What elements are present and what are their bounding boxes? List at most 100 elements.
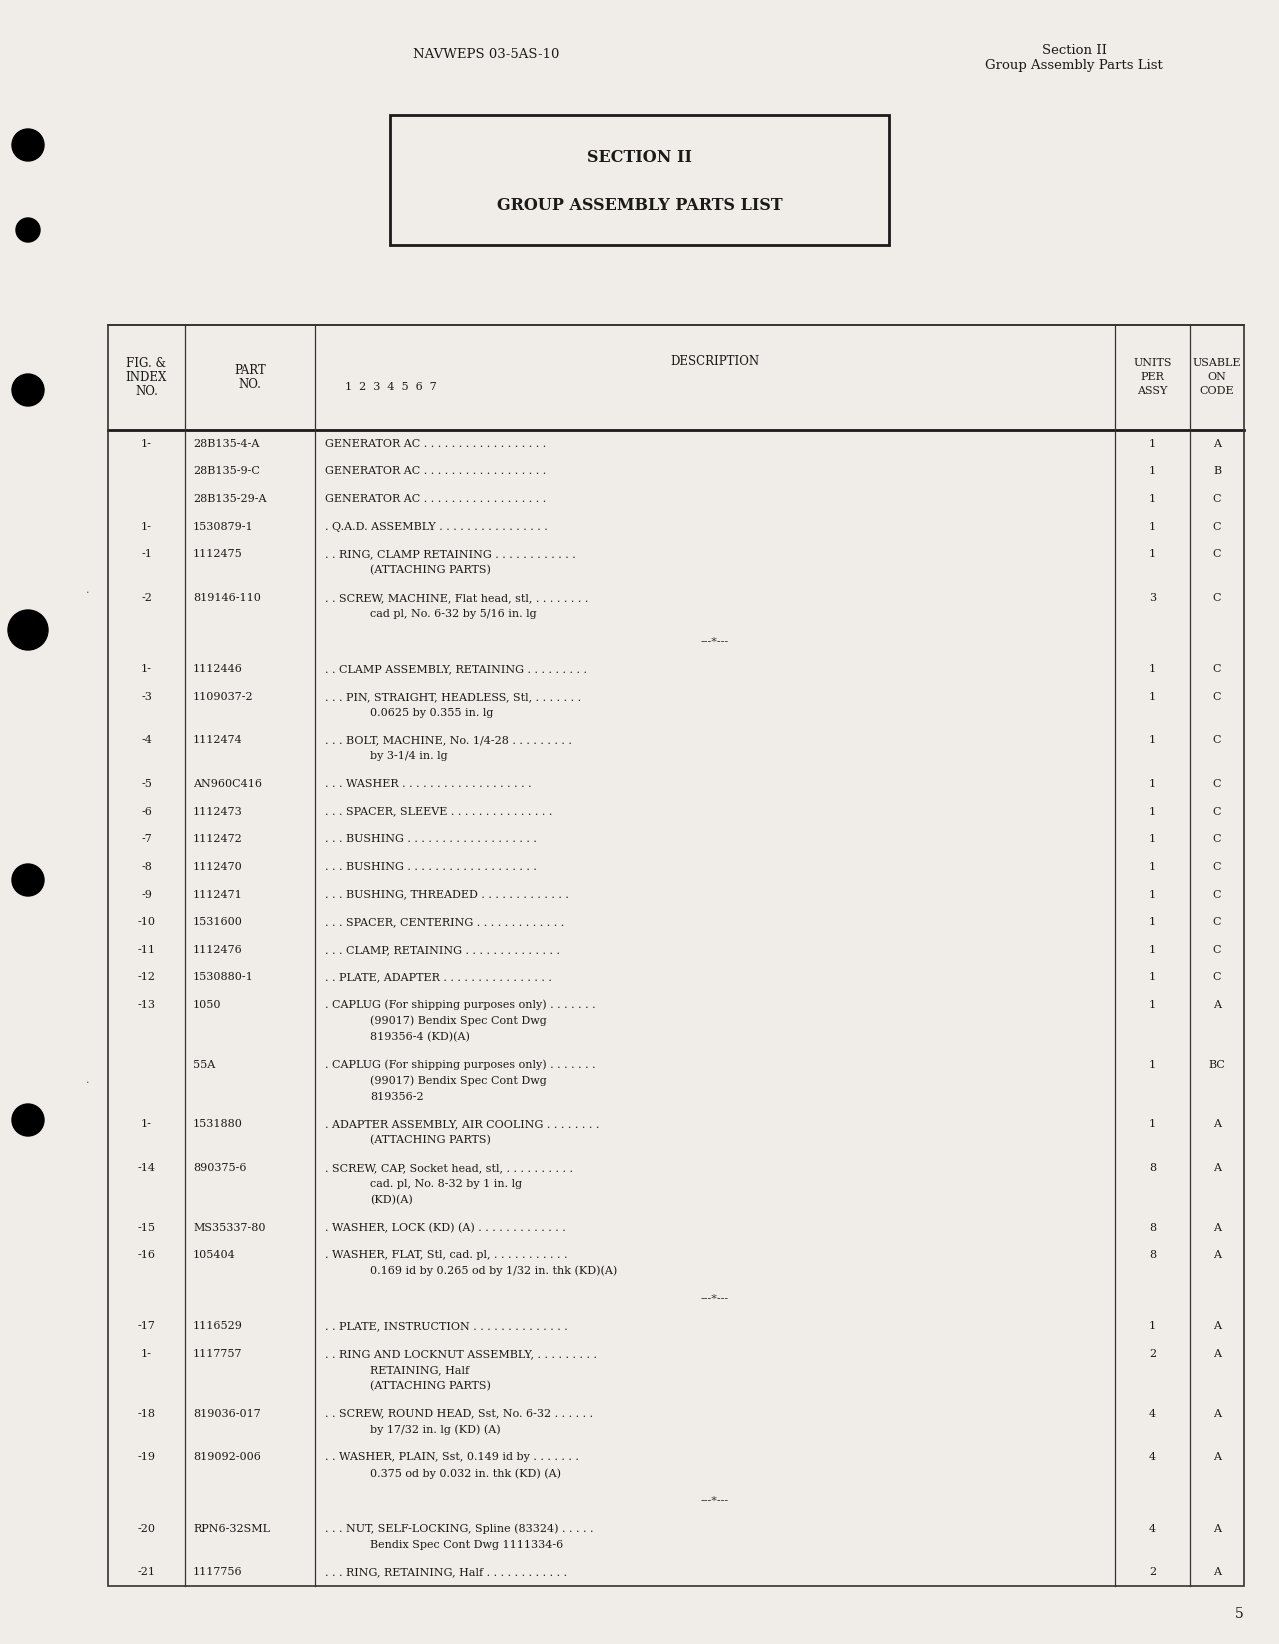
Text: (ATTACHING PARTS): (ATTACHING PARTS) — [370, 566, 491, 575]
Text: -15: -15 — [138, 1223, 156, 1233]
Text: . . . CLAMP, RETAINING . . . . . . . . . . . . . .: . . . CLAMP, RETAINING . . . . . . . . .… — [325, 945, 560, 955]
Text: ASSY: ASSY — [1137, 386, 1168, 396]
Text: GENERATOR AC . . . . . . . . . . . . . . . . . .: GENERATOR AC . . . . . . . . . . . . . .… — [325, 495, 546, 505]
Bar — [390, 115, 889, 245]
Text: . WASHER, FLAT, Stl, cad. pl, . . . . . . . . . . .: . WASHER, FLAT, Stl, cad. pl, . . . . . … — [325, 1249, 568, 1261]
Text: 1116529: 1116529 — [193, 1322, 243, 1332]
Text: 1: 1 — [1149, 889, 1156, 899]
Text: . . RING, CLAMP RETAINING . . . . . . . . . . . .: . . RING, CLAMP RETAINING . . . . . . . … — [325, 549, 576, 559]
Text: C: C — [1212, 735, 1221, 745]
Text: FIG. &: FIG. & — [127, 357, 166, 370]
Text: -5: -5 — [141, 779, 152, 789]
Text: 1: 1 — [1149, 945, 1156, 955]
Text: DESCRIPTION: DESCRIPTION — [670, 355, 760, 368]
Text: C: C — [1212, 521, 1221, 531]
Circle shape — [12, 865, 43, 896]
Text: -2: -2 — [141, 593, 152, 603]
Text: . . CLAMP ASSEMBLY, RETAINING . . . . . . . . .: . . CLAMP ASSEMBLY, RETAINING . . . . . … — [325, 664, 587, 674]
Text: A: A — [1212, 1567, 1221, 1577]
Text: . . PLATE, INSTRUCTION . . . . . . . . . . . . . .: . . PLATE, INSTRUCTION . . . . . . . . .… — [325, 1322, 568, 1332]
Text: 1  2  3  4  5  6  7: 1 2 3 4 5 6 7 — [345, 383, 436, 393]
Text: 28B135-4-A: 28B135-4-A — [193, 439, 260, 449]
Text: Group Assembly Parts List: Group Assembly Parts List — [986, 59, 1163, 71]
Text: 1: 1 — [1149, 917, 1156, 927]
Text: INDEX: INDEX — [125, 372, 168, 385]
Text: A: A — [1212, 1409, 1221, 1419]
Text: 1-: 1- — [141, 521, 152, 531]
Text: Bendix Spec Cont Dwg 1111334-6: Bendix Spec Cont Dwg 1111334-6 — [370, 1539, 563, 1550]
Circle shape — [12, 1105, 43, 1136]
Text: . . . RING, RETAINING, Half . . . . . . . . . . . .: . . . RING, RETAINING, Half . . . . . . … — [325, 1567, 567, 1577]
Circle shape — [12, 373, 43, 406]
Text: -13: -13 — [138, 1000, 156, 1009]
Text: RPN6-32SML: RPN6-32SML — [193, 1524, 270, 1534]
Text: (99017) Bendix Spec Cont Dwg: (99017) Bendix Spec Cont Dwg — [370, 1016, 546, 1026]
Text: 0.0625 by 0.355 in. lg: 0.0625 by 0.355 in. lg — [370, 709, 494, 718]
Text: -11: -11 — [138, 945, 156, 955]
Text: -20: -20 — [138, 1524, 156, 1534]
Text: . CAPLUG (For shipping purposes only) . . . . . . .: . CAPLUG (For shipping purposes only) . … — [325, 1059, 596, 1070]
Text: 3: 3 — [1149, 593, 1156, 603]
Text: . . RING AND LOCKNUT ASSEMBLY, . . . . . . . . .: . . RING AND LOCKNUT ASSEMBLY, . . . . .… — [325, 1350, 597, 1360]
Text: A: A — [1212, 439, 1221, 449]
Circle shape — [17, 219, 40, 242]
Text: 1: 1 — [1149, 1000, 1156, 1009]
Text: A: A — [1212, 1249, 1221, 1261]
Text: 1: 1 — [1149, 664, 1156, 674]
Text: ---*---: ---*--- — [701, 1496, 729, 1506]
Text: C: C — [1212, 779, 1221, 789]
Text: A: A — [1212, 1000, 1221, 1009]
Text: 819092-006: 819092-006 — [193, 1452, 261, 1462]
Text: 1112473: 1112473 — [193, 807, 243, 817]
Text: . . . BUSHING, THREADED . . . . . . . . . . . . .: . . . BUSHING, THREADED . . . . . . . . … — [325, 889, 569, 899]
Text: 8: 8 — [1149, 1249, 1156, 1261]
Text: . SCREW, CAP, Socket head, stl, . . . . . . . . . .: . SCREW, CAP, Socket head, stl, . . . . … — [325, 1162, 573, 1172]
Text: 2: 2 — [1149, 1350, 1156, 1360]
Text: . . . PIN, STRAIGHT, HEADLESS, Stl, . . . . . . .: . . . PIN, STRAIGHT, HEADLESS, Stl, . . … — [325, 692, 581, 702]
Text: by 3-1/4 in. lg: by 3-1/4 in. lg — [370, 751, 448, 761]
Text: SECTION II: SECTION II — [587, 150, 692, 166]
Text: NO.: NO. — [239, 378, 261, 391]
Text: 5: 5 — [1236, 1606, 1244, 1621]
Text: . . . NUT, SELF-LOCKING, Spline (83324) . . . . .: . . . NUT, SELF-LOCKING, Spline (83324) … — [325, 1524, 593, 1534]
Text: . Q.A.D. ASSEMBLY . . . . . . . . . . . . . . . .: . Q.A.D. ASSEMBLY . . . . . . . . . . . … — [325, 521, 547, 531]
Text: C: C — [1212, 861, 1221, 871]
Text: -4: -4 — [141, 735, 152, 745]
Text: 55A: 55A — [193, 1060, 215, 1070]
Text: 1112476: 1112476 — [193, 945, 243, 955]
Text: 1: 1 — [1149, 521, 1156, 531]
Text: cad pl, No. 6-32 by 5/16 in. lg: cad pl, No. 6-32 by 5/16 in. lg — [370, 608, 537, 618]
Text: 1112474: 1112474 — [193, 735, 243, 745]
Text: (ATTACHING PARTS): (ATTACHING PARTS) — [370, 1381, 491, 1391]
Text: NO.: NO. — [136, 385, 157, 398]
Text: A: A — [1212, 1452, 1221, 1462]
Text: -10: -10 — [138, 917, 156, 927]
Text: C: C — [1212, 917, 1221, 927]
Text: C: C — [1212, 807, 1221, 817]
Text: 0.169 id by 0.265 od by 1/32 in. thk (KD)(A): 0.169 id by 0.265 od by 1/32 in. thk (KD… — [370, 1266, 618, 1276]
Text: 819146-110: 819146-110 — [193, 593, 261, 603]
Text: 819356-4 (KD)(A): 819356-4 (KD)(A) — [370, 1032, 469, 1042]
Text: 819036-017: 819036-017 — [193, 1409, 261, 1419]
Text: 1: 1 — [1149, 467, 1156, 477]
Text: 1112475: 1112475 — [193, 549, 243, 559]
Text: . . PLATE, ADAPTER . . . . . . . . . . . . . . . .: . . PLATE, ADAPTER . . . . . . . . . . .… — [325, 973, 551, 983]
Text: 1112471: 1112471 — [193, 889, 243, 899]
Text: RETAINING, Half: RETAINING, Half — [370, 1365, 469, 1374]
Text: 1109037-2: 1109037-2 — [193, 692, 253, 702]
Text: 105404: 105404 — [193, 1249, 235, 1261]
Text: -14: -14 — [138, 1162, 156, 1172]
Text: A: A — [1212, 1322, 1221, 1332]
Text: C: C — [1212, 889, 1221, 899]
Text: 1: 1 — [1149, 1322, 1156, 1332]
Text: 1117756: 1117756 — [193, 1567, 243, 1577]
Text: 1: 1 — [1149, 549, 1156, 559]
Text: (KD)(A): (KD)(A) — [370, 1195, 413, 1205]
Text: -21: -21 — [138, 1567, 156, 1577]
Text: -9: -9 — [141, 889, 152, 899]
Text: by 17/32 in. lg (KD) (A): by 17/32 in. lg (KD) (A) — [370, 1424, 500, 1435]
Text: 1531880: 1531880 — [193, 1120, 243, 1129]
Text: (99017) Bendix Spec Cont Dwg: (99017) Bendix Spec Cont Dwg — [370, 1075, 546, 1087]
Text: 0.375 od by 0.032 in. thk (KD) (A): 0.375 od by 0.032 in. thk (KD) (A) — [370, 1468, 561, 1478]
Text: . . . SPACER, SLEEVE . . . . . . . . . . . . . . .: . . . SPACER, SLEEVE . . . . . . . . . .… — [325, 807, 553, 817]
